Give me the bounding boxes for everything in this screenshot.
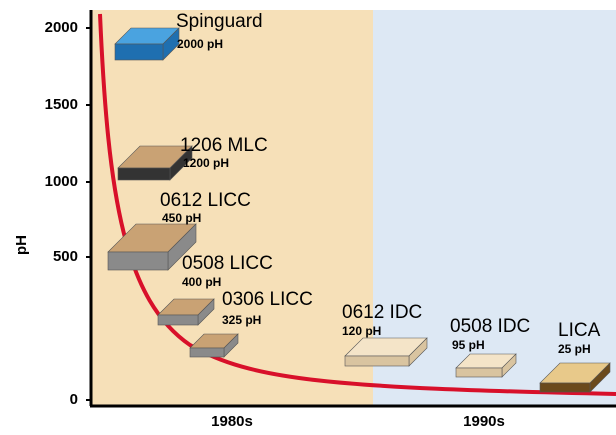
component-name: LICA [558, 320, 601, 341]
component-front [118, 168, 170, 180]
component-front [345, 356, 409, 366]
component-name: 1206 MLC [180, 135, 268, 156]
y-tick-label: 500 [53, 248, 78, 265]
component-name: 0508 IDC [450, 316, 530, 337]
value-label: 2000 pH [177, 37, 223, 51]
component-name: Spinguard [176, 11, 263, 32]
value-label: 25 pH [558, 342, 591, 356]
value-label: 400 pH [182, 275, 221, 289]
y-tick-label: 0 [70, 391, 78, 408]
component-name: 0612 LICC [160, 190, 251, 211]
component-front [456, 368, 502, 377]
component-front [540, 383, 590, 392]
value-label: 120 pH [342, 324, 381, 338]
y-axis-label: pH [13, 235, 30, 255]
component-front [190, 348, 224, 357]
component-front [115, 44, 163, 60]
y-tick-label: 1000 [45, 173, 78, 190]
value-label: 325 pH [222, 313, 261, 327]
component-front [108, 252, 168, 270]
value-label: 450 pH [162, 211, 201, 225]
component-name: 0508 LICC [182, 253, 273, 274]
x-tick-label: 1980s [211, 413, 253, 430]
component-name: 0612 IDC [342, 302, 422, 323]
value-label: 1200 pH [183, 156, 229, 170]
x-tick-label: 1990s [463, 413, 505, 430]
chart: pH 1980s 1990s 0 500 1000 1500 2000 Spinguard 20… [0, 0, 616, 435]
y-tick-label: 1500 [45, 96, 78, 113]
component-name: 0306 LICC [222, 289, 313, 310]
value-label: 95 pH [452, 338, 485, 352]
y-tick-label: 2000 [45, 19, 78, 36]
component-front [158, 315, 198, 325]
